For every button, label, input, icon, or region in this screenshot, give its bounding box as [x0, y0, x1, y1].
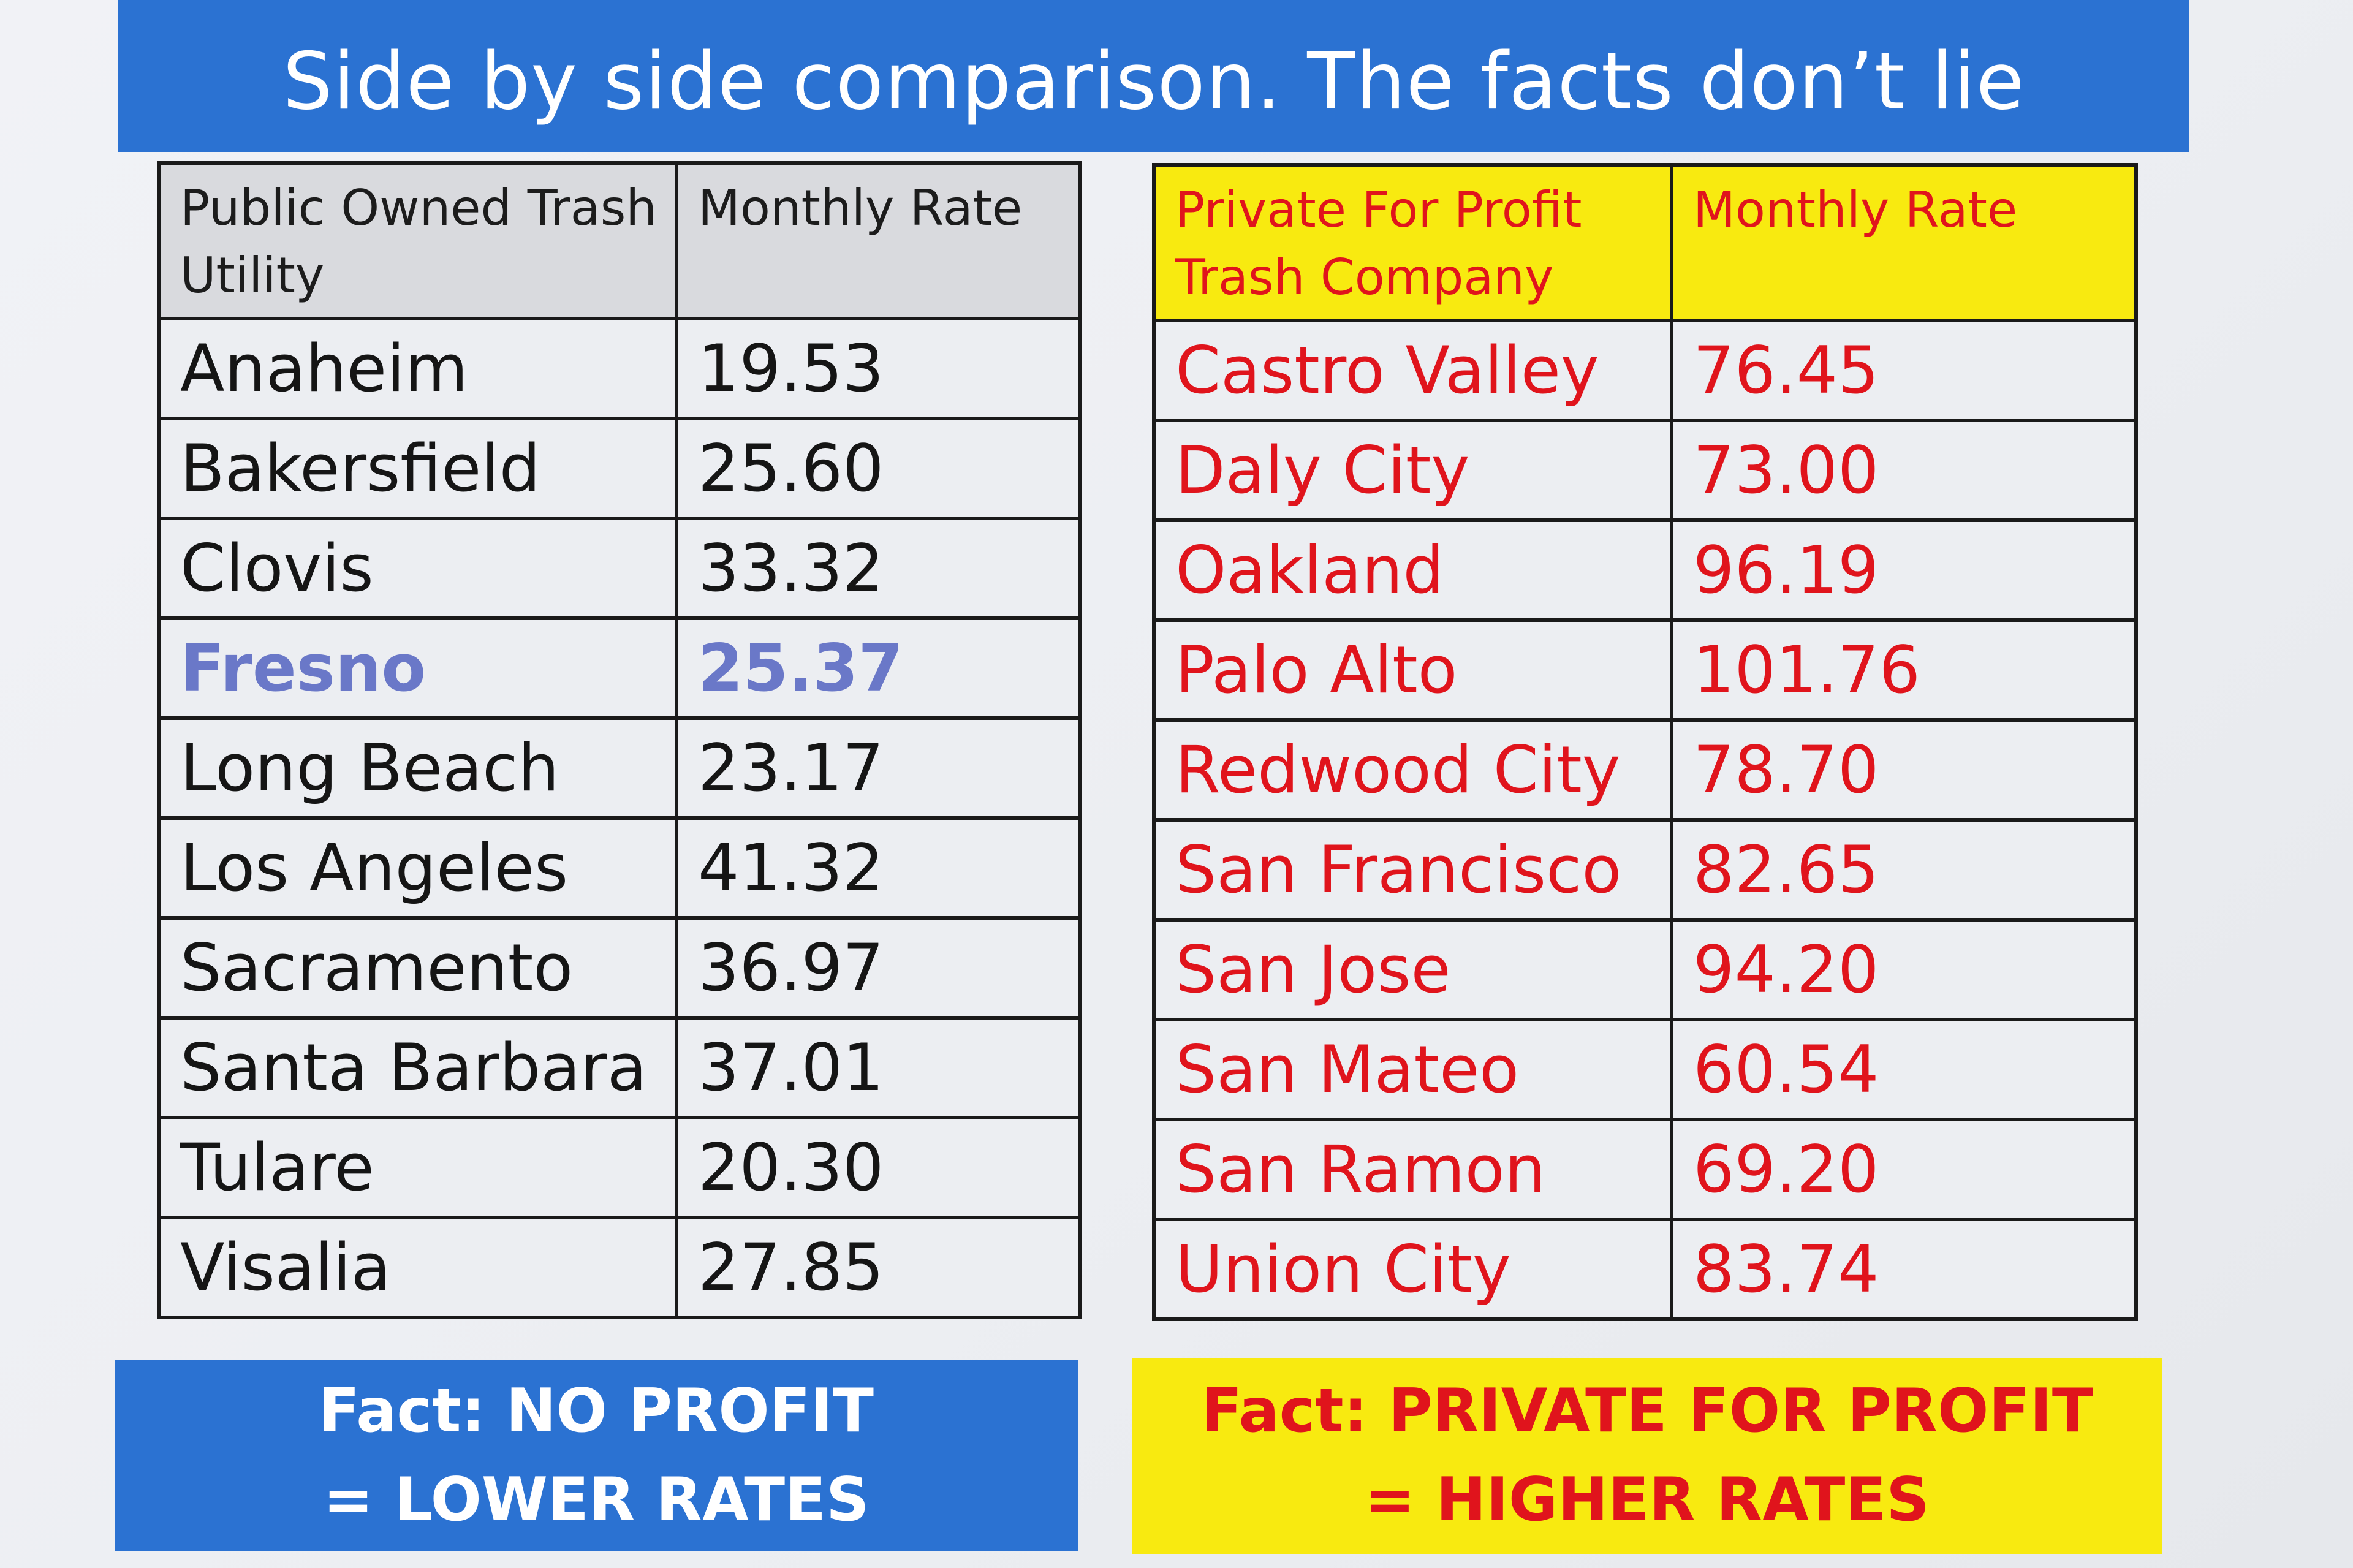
- table-row: Sacramento 36.97: [157, 916, 1082, 1020]
- title-banner: Side by side comparison. The facts don’t…: [118, 0, 2189, 152]
- table-row: Bakersfield 25.60: [157, 417, 1082, 520]
- city-cell: Long Beach: [157, 716, 678, 820]
- city-cell: Castro Valley: [1152, 319, 1673, 422]
- private-fact-line1: Fact: PRIVATE FOR PROFIT: [1201, 1376, 2093, 1446]
- rate-cell: 25.37: [675, 616, 1082, 720]
- table-row: Daly City 73.00: [1152, 419, 2138, 522]
- city-cell: Union City: [1152, 1218, 1673, 1321]
- private-fact-line2: = HIGHER RATES: [1365, 1465, 1930, 1535]
- rate-cell: 23.17: [675, 716, 1082, 820]
- private-name-header: Private For Profit Trash Company: [1152, 163, 1673, 322]
- private-rates-table: Private For Profit Trash Company Monthly…: [1152, 163, 2138, 1321]
- private-fact-box: Fact: PRIVATE FOR PROFIT = HIGHER RATES: [1132, 1358, 2162, 1554]
- table-header-row: Public Owned Trash Utility Monthly Rate: [157, 161, 1082, 320]
- city-cell: Sacramento: [157, 916, 678, 1020]
- rate-cell: 33.32: [675, 517, 1082, 620]
- city-cell: Palo Alto: [1152, 618, 1673, 722]
- city-cell: Visalia: [157, 1216, 678, 1319]
- table-row: San Ramon 69.20: [1152, 1118, 2138, 1221]
- rate-cell: 82.65: [1670, 818, 2138, 922]
- city-cell: Anaheim: [157, 317, 678, 420]
- public-fact-line1: Fact: NO PROFIT: [319, 1376, 874, 1446]
- city-cell: Tulare: [157, 1116, 678, 1219]
- city-cell: Bakersfield: [157, 417, 678, 520]
- table-row: Anaheim 19.53: [157, 317, 1082, 420]
- table-row: Long Beach 23.17: [157, 716, 1082, 820]
- table-row: Redwood City 78.70: [1152, 718, 2138, 822]
- table-row: Clovis 33.32: [157, 517, 1082, 620]
- private-rate-header: Monthly Rate: [1670, 163, 2138, 322]
- rate-cell: 19.53: [675, 317, 1082, 420]
- rate-cell: 78.70: [1670, 718, 2138, 822]
- table-row: Tulare 20.30: [157, 1116, 1082, 1219]
- city-cell: San Jose: [1152, 918, 1673, 1021]
- table-row: Union City 83.74: [1152, 1218, 2138, 1321]
- rate-cell: 76.45: [1670, 319, 2138, 422]
- table-row: Palo Alto 101.76: [1152, 618, 2138, 722]
- city-cell: Oakland: [1152, 518, 1673, 622]
- city-cell: Fresno: [157, 616, 678, 720]
- rate-cell: 94.20: [1670, 918, 2138, 1021]
- city-cell: San Francisco: [1152, 818, 1673, 922]
- rate-cell: 96.19: [1670, 518, 2138, 622]
- rate-cell: 27.85: [675, 1216, 1082, 1319]
- table-row-highlighted: Fresno 25.37: [157, 616, 1082, 720]
- table-row: Los Angeles 41.32: [157, 816, 1082, 920]
- table-row: Castro Valley 76.45: [1152, 319, 2138, 422]
- rate-cell: 41.32: [675, 816, 1082, 920]
- city-cell: Daly City: [1152, 419, 1673, 522]
- table-row: San Francisco 82.65: [1152, 818, 2138, 922]
- public-fact-box: Fact: NO PROFIT = LOWER RATES: [115, 1360, 1078, 1551]
- table-row: Visalia 27.85: [157, 1216, 1082, 1319]
- rate-cell: 20.30: [675, 1116, 1082, 1219]
- rate-cell: 101.76: [1670, 618, 2138, 722]
- public-rate-header: Monthly Rate: [675, 161, 1082, 320]
- rate-cell: 60.54: [1670, 1018, 2138, 1121]
- public-fact-line2: = LOWER RATES: [323, 1465, 870, 1535]
- public-name-header: Public Owned Trash Utility: [157, 161, 678, 320]
- page-title: Side by side comparison. The facts don’t…: [282, 36, 2025, 127]
- rate-cell: 69.20: [1670, 1118, 2138, 1221]
- table-row: San Mateo 60.54: [1152, 1018, 2138, 1121]
- city-cell: Los Angeles: [157, 816, 678, 920]
- city-cell: Santa Barbara: [157, 1016, 678, 1119]
- table-row: Santa Barbara 37.01: [157, 1016, 1082, 1119]
- table-row: San Jose 94.20: [1152, 918, 2138, 1021]
- rate-cell: 36.97: [675, 916, 1082, 1020]
- rate-cell: 37.01: [675, 1016, 1082, 1119]
- table-row: Oakland 96.19: [1152, 518, 2138, 622]
- city-cell: San Ramon: [1152, 1118, 1673, 1221]
- city-cell: Redwood City: [1152, 718, 1673, 822]
- city-cell: San Mateo: [1152, 1018, 1673, 1121]
- rate-cell: 25.60: [675, 417, 1082, 520]
- rate-cell: 73.00: [1670, 419, 2138, 522]
- rate-cell: 83.74: [1670, 1218, 2138, 1321]
- table-header-row: Private For Profit Trash Company Monthly…: [1152, 163, 2138, 322]
- public-rates-table: Public Owned Trash Utility Monthly Rate …: [157, 161, 1082, 1319]
- city-cell: Clovis: [157, 517, 678, 620]
